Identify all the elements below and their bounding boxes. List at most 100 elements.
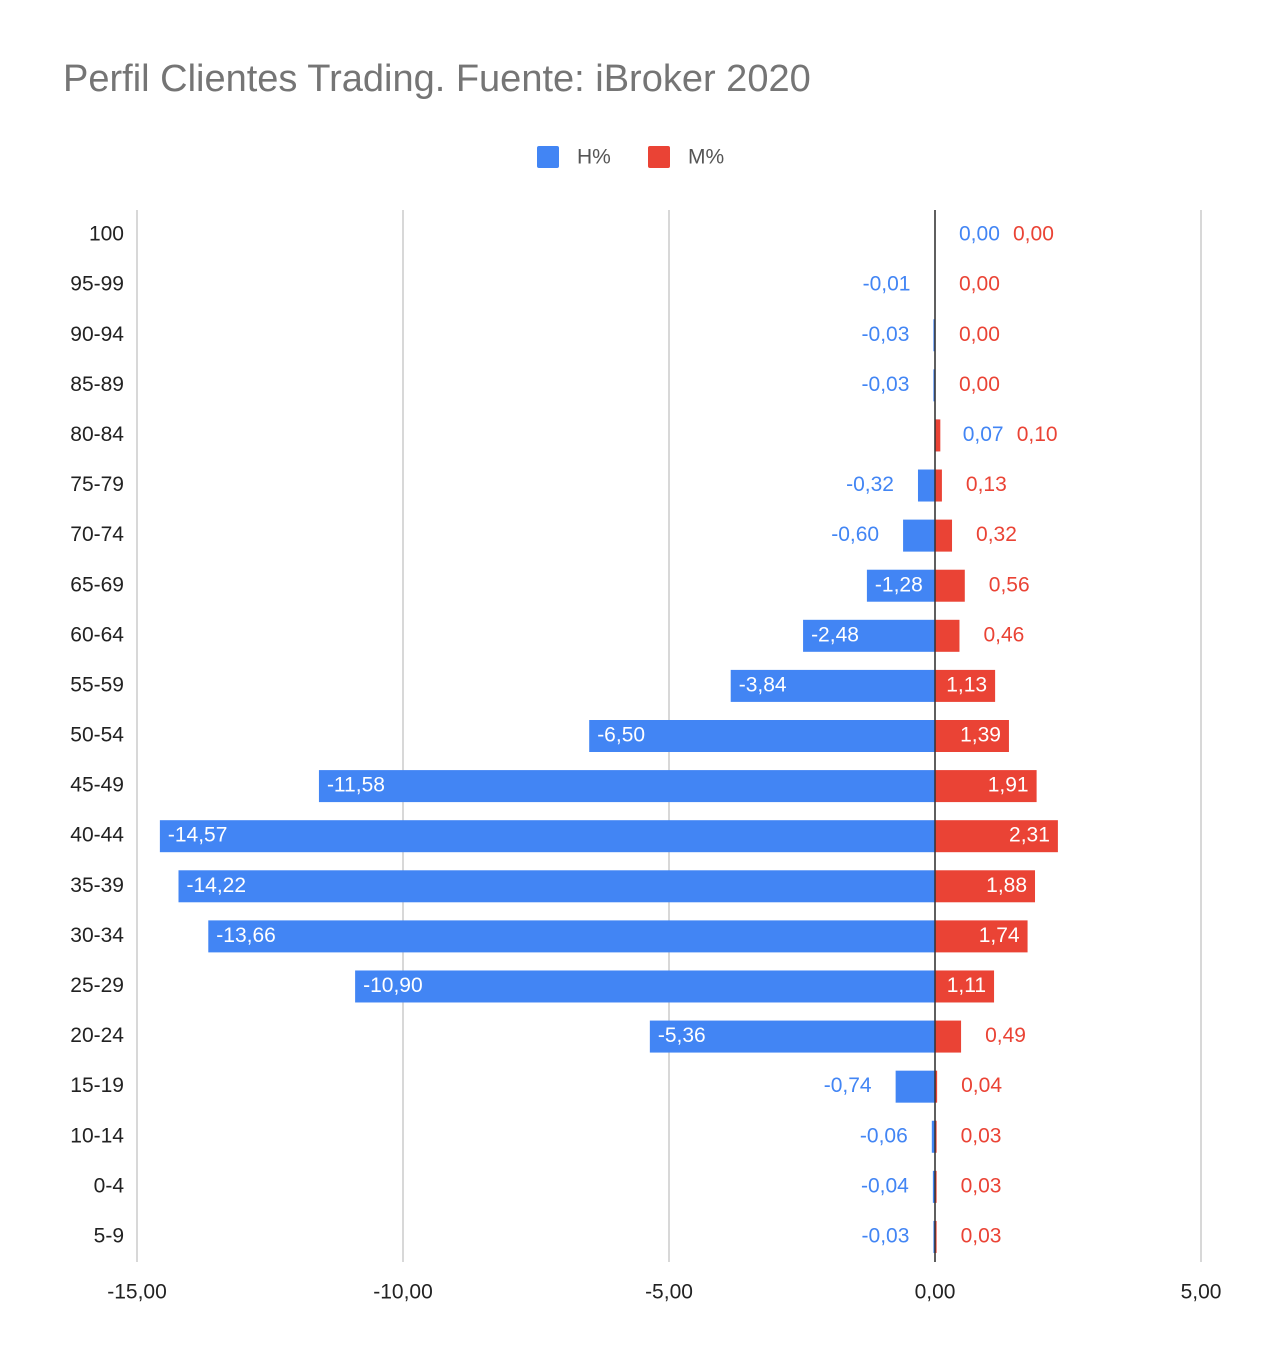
data-label: 0,00 [959, 223, 1000, 246]
data-label: -6,50 [597, 724, 645, 747]
legend-label: H% [577, 146, 611, 169]
data-label: 0,13 [966, 473, 1007, 496]
y-tick-label: 70-74 [70, 523, 124, 546]
data-label: 1,13 [946, 673, 987, 696]
legend-swatch [648, 146, 670, 168]
data-label: 0,56 [989, 573, 1030, 596]
bar [932, 1170, 935, 1203]
bar [931, 1120, 935, 1153]
y-tick-label: 15-19 [70, 1074, 124, 1097]
y-tick-label: 95-99 [70, 273, 124, 296]
data-label: 1,91 [988, 774, 1029, 797]
data-label: -14,22 [186, 874, 246, 897]
data-label: -0,60 [831, 523, 879, 546]
bar [935, 870, 1036, 903]
y-tick-label: 35-39 [70, 874, 124, 897]
bar [730, 669, 935, 702]
data-label: 0,49 [985, 1024, 1026, 1047]
data-label: -0,06 [860, 1124, 908, 1147]
y-tick-label: 0-4 [94, 1174, 125, 1197]
bar [935, 970, 995, 1003]
data-label: 0,00 [1013, 223, 1054, 246]
bar [903, 519, 935, 552]
data-label: 0,00 [959, 323, 1000, 346]
bar [935, 1170, 937, 1203]
data-label: -5,36 [658, 1024, 706, 1047]
data-label: 0,10 [1017, 423, 1058, 446]
bar [589, 720, 935, 752]
data-label: -0,03 [862, 373, 910, 396]
bar [208, 920, 936, 953]
y-tick-label: 75-79 [70, 473, 124, 496]
bar [178, 870, 936, 903]
bar [935, 1120, 937, 1153]
bar [935, 820, 1058, 853]
y-tick-label: 55-59 [70, 673, 124, 696]
data-label: 0,04 [961, 1074, 1002, 1097]
data-label: 2,31 [1009, 824, 1050, 847]
bar [935, 1020, 962, 1053]
data-label: -0,01 [863, 273, 911, 296]
data-label: 0,32 [976, 523, 1017, 546]
bar [866, 569, 935, 602]
y-tick-label: 80-84 [70, 423, 124, 446]
bar [355, 970, 935, 1003]
bar [935, 619, 960, 652]
bar [935, 519, 953, 552]
data-label: 0,03 [961, 1224, 1002, 1247]
data-label: -10,90 [363, 974, 423, 997]
data-label: 1,11 [947, 974, 986, 997]
y-tick-label: 100 [89, 223, 124, 246]
data-label: -13,66 [216, 924, 276, 947]
data-label: 1,88 [986, 874, 1027, 897]
bar [895, 1070, 935, 1103]
y-tick-label: 25-29 [70, 974, 124, 997]
bar [159, 820, 936, 853]
bar [803, 619, 935, 652]
data-label: -14,57 [168, 824, 228, 847]
bar [935, 419, 941, 452]
data-label: -3,84 [739, 673, 787, 696]
bar [935, 1220, 937, 1253]
y-tick-label: 10-14 [70, 1124, 124, 1147]
bar [935, 569, 965, 602]
bar [935, 920, 1028, 953]
x-tick-label: 0,00 [915, 1281, 956, 1304]
y-tick-label: 85-89 [70, 373, 124, 396]
data-label: -0,03 [862, 1224, 910, 1247]
y-tick-label: 5-9 [94, 1224, 124, 1247]
y-tick-label: 40-44 [70, 824, 124, 847]
data-label: -0,03 [862, 323, 910, 346]
x-tick-label: -5,00 [645, 1281, 693, 1304]
x-tick-label: 5,00 [1181, 1281, 1222, 1304]
bar [917, 469, 935, 502]
data-label: 0,03 [961, 1124, 1002, 1147]
y-tick-label: 45-49 [70, 774, 124, 797]
data-label: 0,46 [983, 623, 1024, 646]
bar [935, 770, 1037, 803]
data-label: 1,74 [979, 924, 1020, 947]
data-label: 1,39 [960, 724, 1001, 747]
bar [649, 1020, 935, 1053]
bar [935, 1070, 938, 1103]
data-label: -11,58 [327, 774, 385, 797]
y-tick-label: 50-54 [70, 724, 124, 747]
legend-swatch [537, 146, 559, 168]
y-tick-label: 60-64 [70, 623, 124, 646]
x-tick-label: -10,00 [373, 1281, 433, 1304]
data-label: 0,03 [961, 1174, 1002, 1197]
y-tick-label: 90-94 [70, 323, 124, 346]
bar [933, 319, 935, 352]
data-label: -0,32 [846, 473, 894, 496]
bar [935, 469, 942, 502]
data-label: -0,74 [824, 1074, 872, 1097]
data-label: -2,48 [811, 623, 859, 646]
bar [933, 369, 935, 402]
x-tick-label: -15,00 [107, 1281, 167, 1304]
data-label: 0,07 [963, 423, 1004, 446]
y-tick-label: 30-34 [70, 924, 124, 947]
bar [935, 720, 1009, 752]
bar [935, 669, 996, 702]
